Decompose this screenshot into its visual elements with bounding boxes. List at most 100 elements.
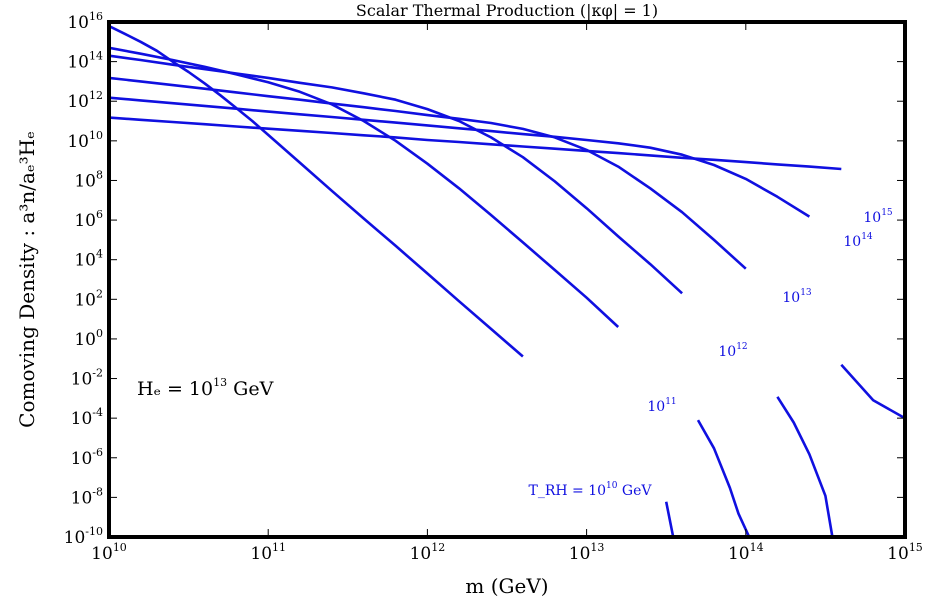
series-line-seg-0 (109, 46, 620, 328)
tick-exponent: 14 (750, 541, 764, 554)
y-tick-9: 10-2 (71, 367, 905, 390)
series-0-label: T_RH = 1010 GeV (528, 481, 652, 499)
tick-exponent: -8 (92, 485, 103, 498)
y-tick-label: 10-8 (71, 485, 103, 508)
x-tick-label: 1010 (91, 541, 127, 564)
x-tick-label: 1013 (569, 541, 605, 564)
y-tick-label: 106 (74, 208, 103, 231)
tick-mantissa: 10 (91, 544, 113, 564)
tick-mantissa: 10 (67, 92, 89, 112)
label-exponent: 13 (800, 288, 812, 298)
y-tick-4: 108 (74, 168, 905, 191)
x-tick-4: 1014 (728, 22, 764, 564)
tick-exponent: -6 (92, 446, 103, 459)
label-suffix: GeV (617, 483, 652, 499)
tick-exponent: 12 (89, 89, 103, 102)
tick-mantissa: 10 (71, 370, 93, 390)
series-4-curve (109, 96, 811, 218)
y-tick-label: 1012 (67, 89, 103, 112)
series-3-curve (109, 76, 905, 420)
series-1-label: 1011 (647, 397, 676, 415)
y-tick-13: 10-10 (64, 525, 905, 548)
x-tick-3: 1013 (569, 22, 605, 564)
series-curves (109, 24, 905, 537)
chart-title: Scalar Thermal Production (|κφ| = 1) (356, 1, 658, 20)
tick-exponent: 14 (89, 50, 103, 63)
series-line-seg-0 (109, 116, 842, 171)
y-tick-label: 102 (74, 287, 103, 310)
x-tick-label: 1012 (410, 541, 446, 564)
series-0-curve (109, 24, 675, 537)
tick-mantissa: 10 (67, 53, 89, 73)
label-prefix: 10 (718, 344, 736, 360)
tick-mantissa: 10 (728, 544, 750, 564)
x-tick-2: 1012 (410, 22, 446, 564)
y-tick-12: 10-8 (71, 485, 905, 508)
y-axis-title: Comoving Density : a³n/aₑ³Hₑ (15, 131, 39, 428)
y-tick-10: 10-4 (71, 406, 905, 429)
x-axis-title: m (GeV) (465, 574, 548, 598)
series-line-seg-0 (109, 76, 747, 270)
y-tick-label: 1014 (67, 50, 103, 73)
series-3-label: 1013 (782, 288, 812, 306)
tick-mantissa: 10 (410, 544, 432, 564)
label-exponent: 11 (665, 397, 676, 407)
x-axis-ticks: 1010 1011 1012 1013 1014 1015 (91, 22, 923, 564)
plot-frame (107, 20, 907, 539)
y-tick-5: 106 (74, 208, 905, 231)
series-line-seg-1 (664, 501, 675, 537)
y-tick-3: 1010 (67, 129, 905, 152)
label-prefix: T_RH = 10 (528, 483, 606, 499)
series-2-curve (109, 54, 834, 537)
tick-mantissa: 10 (74, 290, 96, 310)
tick-exponent: -2 (92, 367, 103, 380)
tick-mantissa: 10 (64, 528, 86, 548)
y-tick-label: 108 (74, 168, 103, 191)
x-tick-label: 1011 (250, 541, 286, 564)
series-line-seg-0 (109, 24, 524, 358)
tick-mantissa: 10 (67, 13, 89, 33)
series-2-label: 1012 (718, 342, 747, 360)
label-prefix: 10 (843, 234, 861, 250)
x-tick-label: 1014 (728, 541, 764, 564)
tick-exponent: 16 (89, 10, 103, 23)
tick-exponent: 10 (89, 129, 103, 142)
y-tick-7: 102 (74, 287, 905, 310)
x-tick-5: 1015 (887, 22, 923, 564)
tick-mantissa: 10 (887, 544, 909, 564)
y-tick-label: 1016 (67, 10, 103, 33)
x-tick-1: 1011 (250, 22, 286, 564)
tick-mantissa: 10 (74, 211, 96, 231)
y-tick-label: 10-10 (64, 525, 103, 548)
series-line-seg-1 (696, 419, 751, 537)
tick-exponent: 11 (272, 541, 286, 554)
y-tick-label: 100 (74, 327, 103, 350)
y-tick-6: 104 (74, 248, 905, 271)
y-tick-0: 1016 (67, 10, 905, 33)
tick-mantissa: 10 (67, 132, 89, 152)
series-5-curve (109, 116, 842, 171)
y-tick-label: 10-2 (71, 367, 103, 390)
tick-mantissa: 10 (569, 544, 591, 564)
series-4-label: 1014 (843, 232, 873, 250)
label-prefix: 10 (782, 290, 800, 306)
y-tick-1: 1014 (67, 50, 905, 73)
tick-mantissa: 10 (74, 251, 96, 271)
tick-mantissa: 10 (71, 449, 93, 469)
annotation-suffix: GeV (227, 378, 273, 400)
y-tick-label: 10-6 (71, 446, 103, 469)
series-line-seg-0 (109, 54, 683, 295)
tick-exponent: 4 (96, 248, 103, 261)
tick-mantissa: 10 (250, 544, 272, 564)
y-tick-11: 10-6 (71, 446, 905, 469)
y-tick-8: 100 (74, 327, 905, 350)
tick-mantissa: 10 (71, 488, 93, 508)
tick-exponent: 8 (96, 168, 103, 181)
tick-exponent: -10 (85, 525, 103, 538)
tick-exponent: 12 (431, 541, 445, 554)
label-exponent: 12 (736, 342, 747, 352)
tick-mantissa: 10 (74, 330, 96, 350)
series-line-seg-0 (109, 96, 811, 218)
